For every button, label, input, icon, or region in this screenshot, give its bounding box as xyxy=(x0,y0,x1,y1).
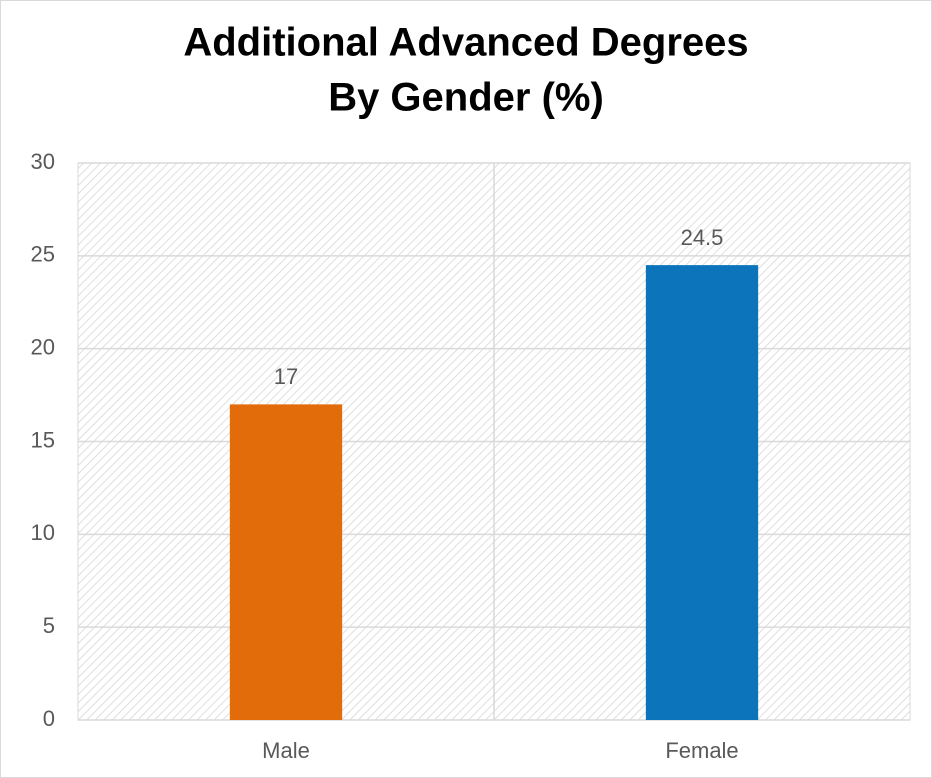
y-tick-label: 5 xyxy=(43,613,55,638)
y-tick-label: 25 xyxy=(31,242,55,267)
bar xyxy=(645,265,759,720)
y-tick-label: 0 xyxy=(43,706,55,731)
y-tick-label: 30 xyxy=(31,149,55,174)
y-tick-label: 20 xyxy=(31,334,55,359)
y-tick-label: 15 xyxy=(31,427,55,452)
x-tick-label: Female xyxy=(665,738,738,763)
bar xyxy=(229,404,343,720)
y-tick-label: 10 xyxy=(31,520,55,545)
chart-title: By Gender (%) xyxy=(328,76,604,120)
x-tick-label: Male xyxy=(262,738,310,763)
data-label: 24.5 xyxy=(681,225,724,250)
chart-title: Additional Advanced Degrees xyxy=(183,21,748,65)
data-label: 17 xyxy=(274,364,298,389)
